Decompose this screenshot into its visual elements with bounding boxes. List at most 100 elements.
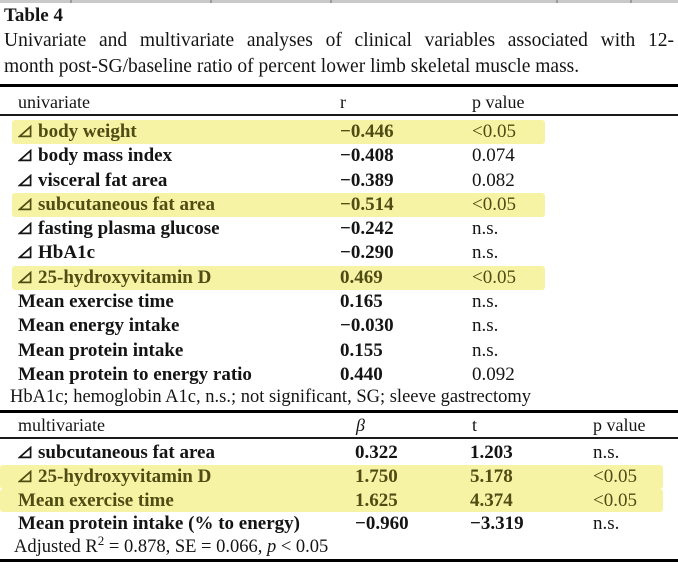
table-row: Mean exercise time 0.165 n.s. [0, 290, 678, 314]
page-edge-artifact [0, 0, 678, 3]
row-label: body mass index [18, 144, 172, 168]
p-value: 0.074 [472, 145, 515, 167]
p-value: n.s. [472, 291, 499, 313]
r-value: 0.469 [340, 266, 383, 288]
table-caption: Univariate and multivariate analyses of … [4, 28, 674, 80]
highlight-band [12, 265, 545, 291]
highlight-band [0, 464, 663, 489]
edge-tick [556, 0, 558, 3]
univariate-header-row: univariate r p value [0, 91, 678, 113]
multivariate-header-label: multivariate [18, 415, 105, 435]
row-label: Mean exercise time [18, 489, 174, 511]
p-value: <0.05 [472, 266, 516, 288]
delta-icon [18, 222, 32, 235]
row-label: subcutaneous fat area [18, 441, 215, 465]
bottom-rule [0, 559, 678, 562]
beta-value: 1.625 [355, 489, 398, 511]
p-value: 0.092 [472, 363, 515, 385]
multivariate-header-row: multivariate β t p value [0, 414, 678, 436]
p-value: n.s. [593, 513, 620, 535]
p-value: <0.05 [593, 489, 637, 511]
top-rule [0, 84, 678, 87]
beta-column-header: β [356, 415, 365, 435]
t-value: 5.178 [470, 465, 513, 487]
highlight-band [12, 120, 545, 145]
multivariate-rows: subcutaneous fat area 0.322 1.203 n.s. 25-hy… [0, 441, 678, 536]
edge-tick [210, 0, 212, 3]
p-value-column-header: p value [593, 415, 646, 435]
table-row: subcutaneous fat area −0.514 <0.05 [0, 192, 678, 218]
delta-icon [18, 246, 32, 259]
row-label: Mean energy intake [18, 315, 180, 337]
univariate-rows: body weight −0.446 <0.05 body mass index −0.… [0, 120, 678, 387]
r-column-header: r [340, 92, 346, 112]
table-row: HbA1c −0.290 n.s. [0, 241, 678, 265]
t-value: 4.374 [470, 489, 513, 511]
edge-tick [70, 0, 72, 3]
p-value: n.s. [472, 242, 499, 264]
row-label: subcutaneous fat area [18, 193, 215, 217]
delta-icon [18, 270, 32, 284]
delta-icon [18, 149, 32, 162]
t-column-header: t [472, 415, 478, 435]
r-value: −0.514 [340, 193, 394, 215]
p-value: n.s. [472, 218, 499, 240]
row-label: 25-hydroxyvitamin D [18, 266, 211, 290]
p-value-column-header: p value [472, 92, 525, 112]
multivariate-header-rule [0, 437, 678, 439]
edge-tick [330, 0, 332, 3]
t-value: 1.203 [470, 442, 513, 463]
row-label: Mean protein to energy ratio [18, 363, 252, 385]
delta-icon [18, 197, 32, 211]
delta-icon [18, 173, 32, 186]
table-title: Table 4 [4, 5, 63, 26]
table-row: Mean protein intake (% to energy) −0.960 −… [0, 512, 678, 536]
delta-icon [18, 469, 32, 483]
table-row: 25-hydroxyvitamin D 1.750 5.178 <0.05 [0, 464, 678, 489]
p-value: n.s. [472, 315, 499, 337]
multivariate-footnote: Adjusted R2 = 0.878, SE = 0.066, p < 0.0… [14, 533, 328, 558]
beta-value: 0.322 [355, 442, 398, 463]
r-value: −0.446 [340, 121, 394, 142]
p-value: <0.05 [472, 121, 516, 142]
table-row: Mean energy intake −0.030 n.s. [0, 314, 678, 338]
r-value: 0.165 [340, 291, 383, 313]
row-label: Mean protein intake [18, 339, 184, 361]
row-label: body weight [18, 120, 137, 144]
univariate-header-label: univariate [18, 92, 90, 112]
univariate-footnote: HbA1c; hemoglobin A1c, n.s.; not signifi… [10, 387, 531, 407]
univariate-header-rule [0, 114, 678, 116]
row-label: visceral fat area [18, 169, 167, 193]
t-value: −3.319 [470, 513, 524, 535]
p-value: n.s. [472, 339, 499, 361]
footnote-text: = 0.878, SE = 0.066, [104, 537, 267, 558]
beta-value: 1.750 [355, 465, 398, 487]
r-value: 0.155 [340, 339, 383, 361]
table-row: Mean protein to energy ratio 0.440 0.092 [0, 363, 678, 387]
caption-line-2: month post-SG/baseline ratio of percent … [4, 56, 580, 77]
table-row: Mean protein intake 0.155 n.s. [0, 339, 678, 363]
table-row: body mass index −0.408 0.074 [0, 144, 678, 168]
footnote-text: < 0.05 [276, 537, 329, 558]
row-label: HbA1c [18, 241, 95, 265]
footnote-text: Adjusted R [14, 537, 98, 558]
section-divider-rule [0, 410, 678, 413]
edge-tick [630, 0, 632, 3]
highlight-band [12, 192, 545, 218]
table-row: visceral fat area −0.389 0.082 [0, 169, 678, 193]
highlight-band [0, 488, 663, 513]
r-value: 0.440 [340, 363, 383, 385]
p-value: <0.05 [472, 193, 516, 215]
delta-icon [18, 446, 32, 459]
row-label: Mean exercise time [18, 291, 174, 313]
row-label: fasting plasma glucose [18, 217, 220, 241]
r-value: −0.030 [340, 315, 394, 337]
table-row: subcutaneous fat area 0.322 1.203 n.s. [0, 441, 678, 465]
table-row: fasting plasma glucose −0.242 n.s. [0, 217, 678, 241]
p-value: <0.05 [593, 465, 637, 487]
footnote-p-symbol: p [266, 537, 277, 558]
row-label: 25-hydroxyvitamin D [18, 465, 211, 489]
r-value: −0.290 [340, 242, 394, 264]
p-value: n.s. [593, 442, 620, 463]
